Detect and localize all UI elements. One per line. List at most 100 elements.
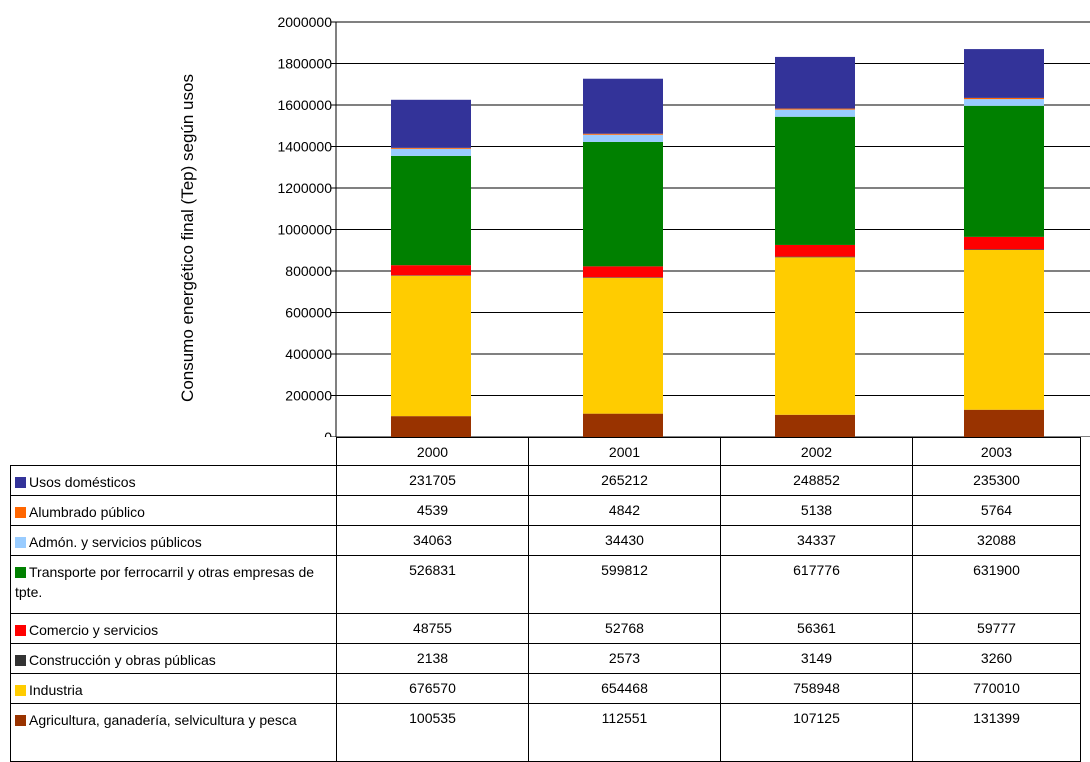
bar-segment	[391, 100, 471, 148]
y-tick-label: 1000000	[277, 222, 332, 238]
legend-swatch	[15, 685, 26, 696]
data-value: 231705	[337, 466, 529, 496]
data-value: 34337	[721, 526, 913, 556]
series-label-cell: Transporte por ferrocarril y otras empre…	[11, 556, 337, 614]
series-label-cell: Usos domésticos	[11, 466, 337, 496]
y-tick-label: 1400000	[277, 139, 332, 155]
bar-segment	[964, 237, 1044, 249]
table-header-row: 2000 2001 2002 2003	[11, 438, 1081, 466]
category-label: 2000	[337, 438, 529, 466]
bar-segment	[964, 410, 1044, 437]
series-label-cell: Admón. y servicios públicos	[11, 526, 337, 556]
bar-segment	[964, 106, 1044, 237]
bar-segment	[583, 266, 663, 277]
data-value: 5138	[721, 496, 913, 526]
y-tick-label: 1800000	[277, 56, 332, 72]
bar-segment	[964, 250, 1044, 410]
bar-segment	[964, 99, 1044, 106]
data-value: 3149	[721, 644, 913, 674]
data-value: 34430	[529, 526, 721, 556]
bar-segment	[775, 257, 855, 258]
bar-segment	[775, 245, 855, 257]
series-label: Transporte por ferrocarril y otras empre…	[15, 564, 314, 600]
legend-swatch	[15, 507, 26, 518]
bar-segment	[775, 57, 855, 109]
data-value: 2573	[529, 644, 721, 674]
legend-swatch	[15, 625, 26, 636]
bar-segment	[775, 117, 855, 245]
data-value: 265212	[529, 466, 721, 496]
data-value: 59777	[913, 614, 1081, 644]
data-value: 52768	[529, 614, 721, 644]
data-value: 32088	[913, 526, 1081, 556]
y-tick-label: 600000	[285, 305, 332, 321]
y-tick-label: 200000	[285, 388, 332, 404]
series-label-cell: Comercio y servicios	[11, 614, 337, 644]
y-tick-label: 0	[324, 429, 332, 437]
bar-segment	[964, 98, 1044, 99]
bar-segment	[391, 149, 471, 156]
legend-swatch	[15, 477, 26, 488]
bar-segment	[775, 415, 855, 437]
data-value: 631900	[913, 556, 1081, 614]
series-label: Industria	[29, 682, 83, 698]
bar-segment	[583, 277, 663, 278]
bar-segment	[775, 257, 855, 414]
y-tick-labels: 0200000400000600000800000100000012000001…	[277, 14, 332, 437]
y-tick-label: 800000	[285, 263, 332, 279]
bar-segment	[964, 49, 1044, 98]
data-value: 617776	[721, 556, 913, 614]
bar-segment	[583, 278, 663, 414]
series-label-cell: Industria	[11, 674, 337, 704]
data-value: 2138	[337, 644, 529, 674]
data-value: 526831	[337, 556, 529, 614]
table-corner	[11, 438, 337, 466]
series-label: Alumbrado público	[29, 504, 145, 520]
bar-segment	[391, 265, 471, 275]
bar-segment	[391, 276, 471, 416]
y-tick-label: 2000000	[277, 14, 332, 30]
data-value: 770010	[913, 674, 1081, 704]
data-value: 676570	[337, 674, 529, 704]
bar-segment	[391, 416, 471, 437]
data-value: 758948	[721, 674, 913, 704]
data-value: 654468	[529, 674, 721, 704]
bar-segment	[583, 135, 663, 142]
stacked-bars	[391, 49, 1044, 437]
bar-segment	[583, 142, 663, 266]
legend-swatch	[15, 567, 26, 578]
bar-segment	[964, 249, 1044, 250]
category-label: 2002	[721, 438, 913, 466]
bar-segment	[775, 109, 855, 110]
table-row: Transporte por ferrocarril y otras empre…	[11, 556, 1081, 614]
series-label: Comercio y servicios	[29, 622, 158, 638]
legend-swatch	[15, 655, 26, 666]
series-label: Construcción y obras públicas	[29, 652, 216, 668]
bar-segment	[583, 414, 663, 437]
y-tick-label: 1600000	[277, 97, 332, 113]
chart-plot: 0200000400000600000800000100000012000001…	[0, 0, 1090, 437]
series-label: Agricultura, ganadería, selvicultura y p…	[29, 712, 297, 728]
bar-segment	[583, 134, 663, 135]
y-axis-label: Consumo energético final (Tep) según uso…	[178, 28, 198, 448]
legend-swatch	[15, 537, 26, 548]
data-value: 599812	[529, 556, 721, 614]
data-value: 48755	[337, 614, 529, 644]
series-label-cell: Construcción y obras públicas	[11, 644, 337, 674]
data-value: 56361	[721, 614, 913, 644]
category-label: 2003	[913, 438, 1081, 466]
data-value: 3260	[913, 644, 1081, 674]
data-value: 235300	[913, 466, 1081, 496]
series-label-cell: Alumbrado público	[11, 496, 337, 526]
data-value: 4539	[337, 496, 529, 526]
series-label: Admón. y servicios públicos	[29, 534, 202, 550]
category-label: 2001	[529, 438, 721, 466]
data-value: 248852	[721, 466, 913, 496]
